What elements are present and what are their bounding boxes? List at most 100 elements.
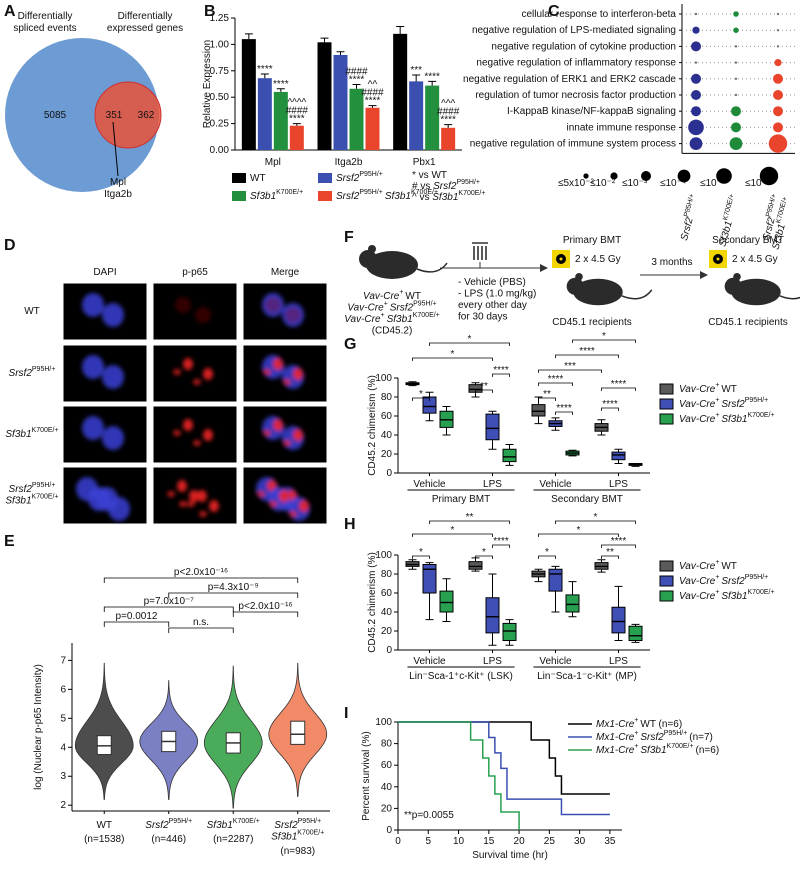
size-legend-dot xyxy=(759,166,779,186)
significance: **** xyxy=(273,78,289,89)
radiation-icon xyxy=(716,257,720,261)
label: spliced events xyxy=(13,23,76,34)
p65 xyxy=(197,490,207,502)
y-tick-label: 7 xyxy=(60,655,66,666)
dot xyxy=(731,122,741,133)
significance: * xyxy=(482,547,486,558)
bracket xyxy=(538,369,602,373)
legend-label: Srsf2P95H/+ Sf3b1K700E/+ xyxy=(336,189,438,201)
legend-label: Vav-Cre+ WT xyxy=(679,382,737,394)
cells xyxy=(173,358,213,385)
cells xyxy=(173,419,213,446)
size-legend-label: ≤5x10⁻² xyxy=(558,178,594,189)
legend-swatch xyxy=(232,173,246,183)
x-tick-label: WT xyxy=(96,820,112,831)
panel-label: C xyxy=(548,3,560,20)
x-tick-label: Vehicle xyxy=(413,479,446,490)
significance: **** xyxy=(602,399,618,410)
box xyxy=(290,720,306,745)
error-bar xyxy=(260,73,269,79)
nucleus xyxy=(82,293,104,317)
legend-note: # vs Srsf2P95H/+ xyxy=(412,179,480,191)
x-axis-label: Survival time (hr) xyxy=(472,850,548,861)
size-legend-dot xyxy=(716,168,732,184)
error-bar xyxy=(320,37,329,43)
dot xyxy=(688,119,704,136)
p65 xyxy=(203,429,213,441)
legend-label: Vav-Cre+ Srsf2P95H/+ xyxy=(679,574,768,586)
donor-label: Vav-Cre+ Srsf2P95H/+ xyxy=(347,301,436,313)
bar xyxy=(425,85,440,150)
group-label: Primary BMT xyxy=(432,494,490,505)
legend-label: WT xyxy=(250,173,266,184)
legend-swatch xyxy=(659,575,674,587)
p65 xyxy=(195,307,211,323)
x-tick-label: Vehicle xyxy=(539,656,572,667)
significance: * xyxy=(545,547,549,558)
x-tick-label: 10 xyxy=(453,836,465,847)
y-tick-label: 0.75 xyxy=(210,65,230,76)
p65 xyxy=(183,419,193,431)
y-tick-label: 60 xyxy=(381,760,393,771)
panel-label: I xyxy=(344,705,348,722)
dot xyxy=(731,106,741,117)
label: 3 months xyxy=(651,257,692,268)
bracket xyxy=(601,387,636,391)
micrograph xyxy=(242,405,328,464)
bracket xyxy=(538,555,556,559)
legend-swatch xyxy=(318,173,332,183)
dot xyxy=(733,27,739,33)
term-label: I-KappaB kinase/NF-kappaB signaling xyxy=(507,106,676,117)
survival-curve xyxy=(398,721,610,816)
y-tick-label: 100 xyxy=(375,717,392,728)
label: Differentially xyxy=(18,11,73,22)
bar xyxy=(317,42,332,151)
radiation-icon xyxy=(559,257,563,261)
legend-swatch xyxy=(659,413,674,425)
nucleus xyxy=(82,416,104,440)
venn-count: 5085 xyxy=(44,110,67,121)
nucleus xyxy=(108,497,130,521)
micrograph xyxy=(152,282,238,341)
micrograph xyxy=(152,344,238,403)
legend-label: Mx1-Cre+ Srsf2P95H/+ (n=7) xyxy=(596,730,713,742)
significance: * xyxy=(451,525,455,536)
treatment-label: for 30 days xyxy=(458,311,507,322)
donor-label: (CD45.2) xyxy=(372,325,413,336)
p65 xyxy=(187,501,195,507)
n-label: (n=446) xyxy=(151,834,186,845)
column-header: p-p65 xyxy=(182,267,208,278)
p65 xyxy=(203,368,213,380)
y-tick-label: 0.50 xyxy=(210,92,230,103)
survival-curve xyxy=(398,721,520,830)
n-label: (n=1538) xyxy=(84,834,124,845)
p65 xyxy=(285,307,301,323)
bar xyxy=(349,88,364,150)
treatment-label: every other day xyxy=(458,300,527,311)
bracket xyxy=(429,520,510,524)
dot xyxy=(689,137,703,151)
significance: * xyxy=(594,512,598,523)
dot xyxy=(691,90,701,100)
size-legend-label: ≤10⁻² xyxy=(590,178,616,189)
bar xyxy=(409,81,424,150)
box xyxy=(502,448,517,463)
bracket xyxy=(555,411,573,415)
significance: **** xyxy=(611,379,627,390)
mouse-icon xyxy=(731,278,781,306)
error-bar xyxy=(428,80,437,86)
x-tick-label: 15 xyxy=(483,836,495,847)
p65 xyxy=(179,501,187,507)
significance: ** xyxy=(480,381,488,392)
dot xyxy=(691,106,701,117)
dot xyxy=(776,45,780,48)
bracket xyxy=(168,627,234,633)
p65 xyxy=(273,419,283,431)
y-tick-label: 60 xyxy=(381,588,393,599)
mouse-icon xyxy=(779,295,800,300)
x-tick-label: LPS xyxy=(483,656,502,667)
dot xyxy=(694,12,698,16)
venn-right xyxy=(95,82,161,148)
error-bar xyxy=(244,33,253,40)
significance: ** xyxy=(543,389,551,400)
